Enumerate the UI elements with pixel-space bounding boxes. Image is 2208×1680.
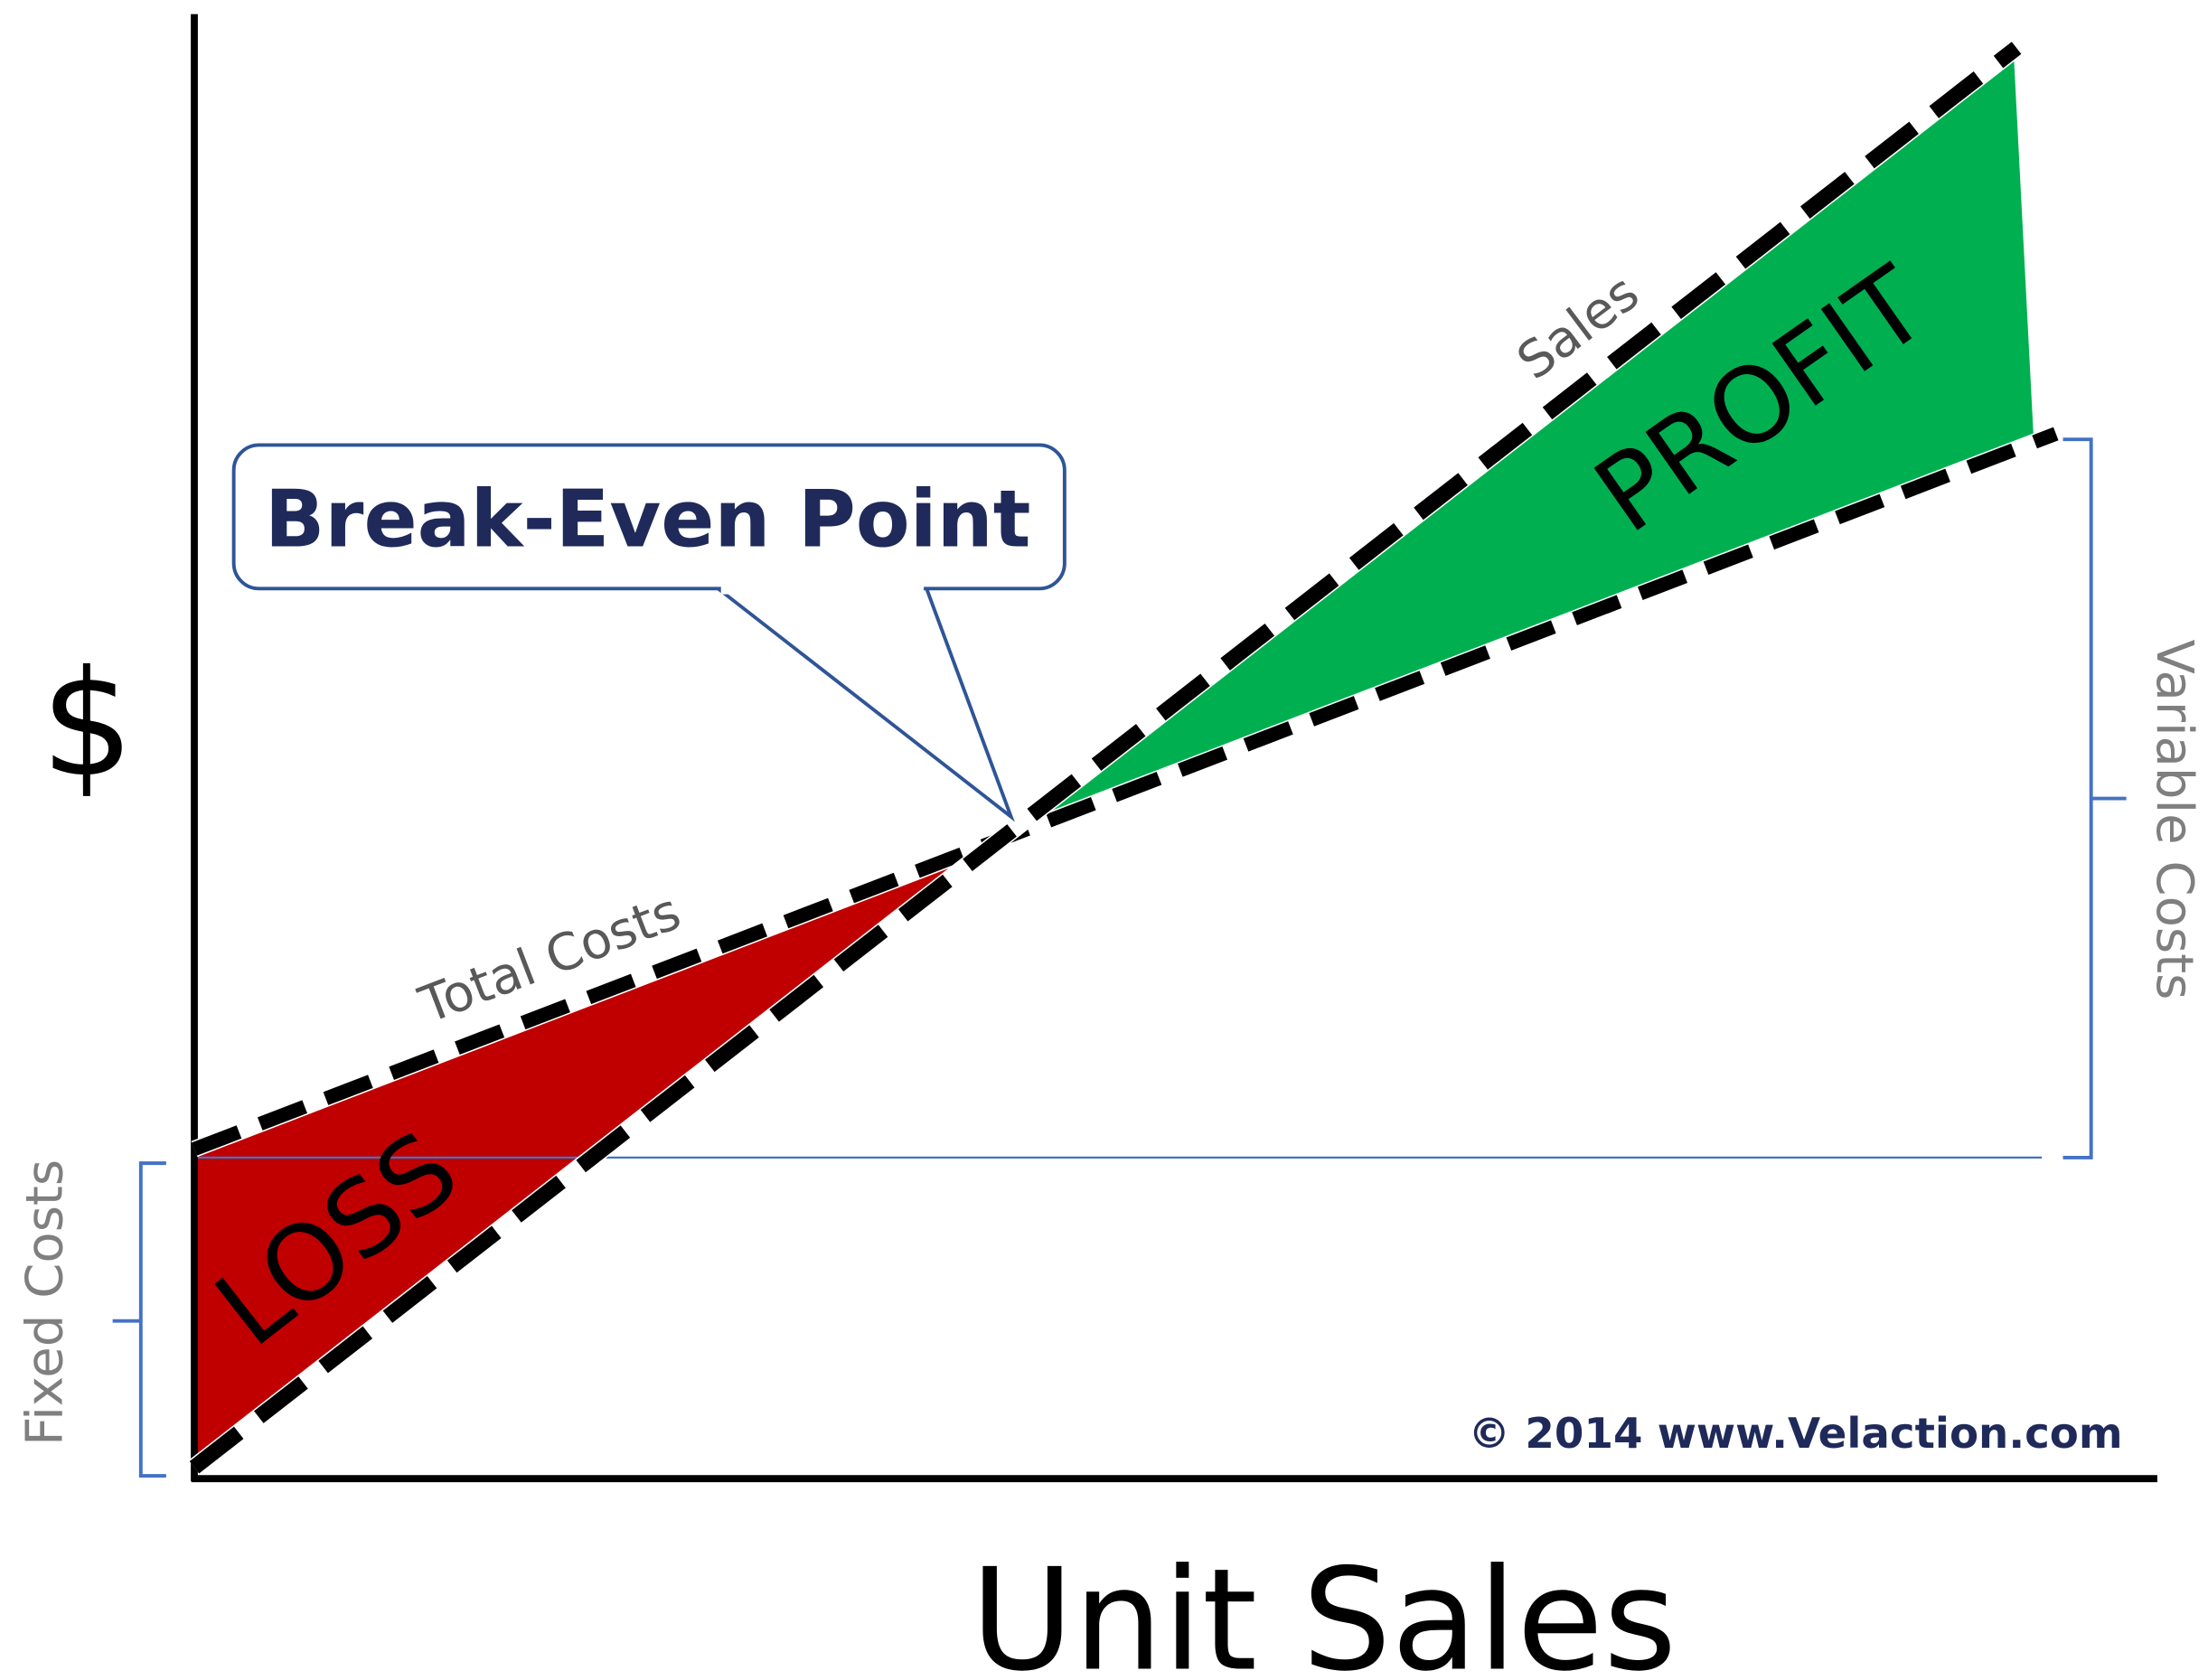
fixed-costs-label: Fixed Costs — [16, 1159, 75, 1446]
callout-join — [720, 577, 925, 595]
y-axis-label: $ — [41, 640, 134, 810]
copyright: © 2014 www.Velaction.com — [1468, 1410, 2122, 1459]
callout-pointer — [717, 587, 1015, 822]
x-axis-label: Unit Sales — [971, 1538, 1677, 1680]
variable-costs-label: Variable Costs — [2145, 640, 2203, 1000]
total-costs-line — [192, 427, 2059, 1156]
fixed-costs-bracket — [112, 1161, 166, 1478]
callout-box — [231, 443, 1066, 591]
sales-line — [189, 42, 2022, 1474]
callout-text: Break-Even Point — [265, 474, 1031, 566]
variable-costs-bracket — [2062, 437, 2127, 1159]
